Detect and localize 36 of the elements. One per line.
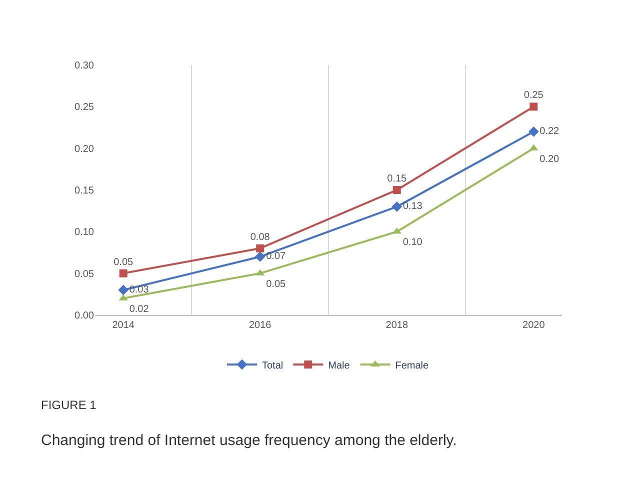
y-tick-label: 0.20 — [74, 144, 94, 155]
text: Changing trend of Internet usage frequency among the elderly. — [41, 432, 457, 449]
caption: FIGURE 1 — [41, 398, 97, 412]
x-tick-label: 2020 — [522, 320, 546, 331]
point — [392, 186, 401, 194]
data-label: 0.22 — [540, 126, 560, 138]
x-tick-label: 2018 — [386, 320, 408, 331]
data-label: 0.07 — [266, 251, 286, 262]
data-label: 0.08 — [250, 232, 270, 243]
point — [530, 102, 538, 111]
legend-label: Male — [328, 360, 350, 372]
point — [254, 251, 266, 262]
data-label: 0.05 — [114, 256, 134, 268]
data-label: 0.05 — [266, 278, 286, 290]
data-label: 0.20 — [540, 154, 560, 165]
data-label: 0.10 — [402, 237, 423, 248]
point — [119, 269, 128, 278]
legend-label: Female — [395, 360, 430, 372]
point — [256, 244, 264, 252]
data-label: 0.25 — [524, 90, 544, 102]
point — [392, 201, 402, 212]
point — [528, 126, 539, 137]
legend-label: Total — [262, 360, 284, 372]
data-label: 0.13 — [402, 201, 423, 212]
y-tick-label: 0.05 — [74, 268, 94, 280]
data-label: 0.02 — [129, 304, 150, 315]
x-tick-label: 2016 — [248, 320, 272, 331]
point — [118, 284, 129, 296]
data-label: 0.03 — [129, 284, 150, 296]
data-label: 0.15 — [387, 174, 408, 184]
y-tick-label: 0.10 — [74, 227, 94, 238]
y-tick-label: 0.30 — [74, 60, 94, 72]
y-tick-label: 0.15 — [74, 186, 94, 196]
y-tick-label: 0.00 — [74, 310, 94, 322]
x-tick-label: 2014 — [112, 320, 135, 331]
y-tick-label: 0.25 — [74, 102, 94, 114]
